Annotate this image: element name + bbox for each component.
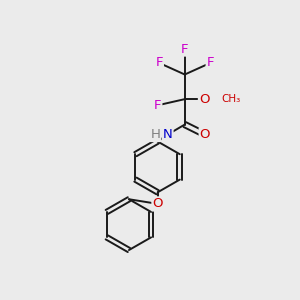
Text: F: F: [207, 56, 214, 69]
Text: CH₃: CH₃: [221, 94, 240, 104]
Text: F: F: [154, 99, 161, 112]
Text: O: O: [199, 93, 209, 106]
Text: F: F: [155, 56, 163, 69]
Text: F: F: [181, 43, 188, 56]
Text: H: H: [150, 128, 160, 141]
Text: N: N: [163, 128, 172, 141]
Text: O: O: [152, 197, 163, 210]
Text: O: O: [200, 128, 210, 141]
